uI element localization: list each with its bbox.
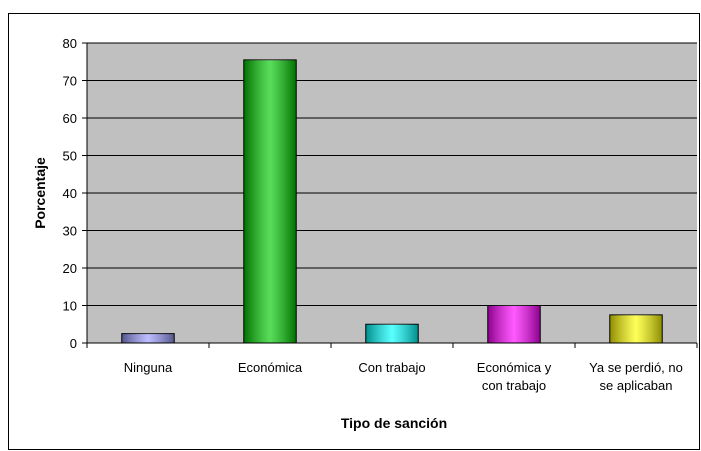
y-tick-label: 70 <box>63 74 77 89</box>
bar-shade <box>365 324 419 343</box>
x-tick-label: Económica y con trabajo <box>477 360 552 393</box>
y-tick-label: 40 <box>63 186 77 201</box>
y-axis-title: Porcentaje <box>32 157 48 229</box>
x-tick-label: Ya se perdió, no se aplicaban <box>589 360 683 393</box>
y-tick-label: 80 <box>63 36 77 51</box>
y-tick-label: 0 <box>70 336 77 351</box>
bar-shade <box>609 314 663 343</box>
y-tick-label: 50 <box>63 149 77 164</box>
y-tick-label: 10 <box>63 299 77 314</box>
x-tick-label: Con trabajo <box>358 360 425 375</box>
bar-shade <box>121 333 175 343</box>
bar-shade <box>487 305 541 343</box>
bar-shade <box>243 59 297 343</box>
x-axis-title: Tipo de sanción <box>341 415 447 431</box>
y-tick-label: 60 <box>63 111 77 126</box>
x-tick-label: Ninguna <box>124 360 173 375</box>
x-tick-label: Económica <box>238 360 303 375</box>
y-tick-label: 20 <box>63 261 77 276</box>
y-tick-label: 30 <box>63 224 77 239</box>
